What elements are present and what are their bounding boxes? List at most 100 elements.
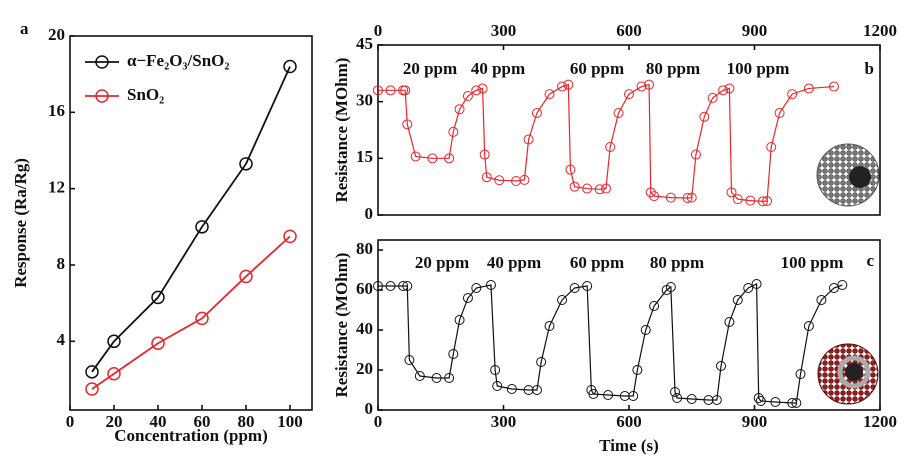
data-point [732, 295, 743, 305]
data-point [402, 119, 413, 130]
data-point [454, 315, 465, 325]
data-point [569, 181, 580, 192]
data-point [479, 149, 490, 160]
legend-marker [95, 89, 109, 103]
data-point [582, 183, 593, 194]
data-point [711, 395, 722, 405]
x-tick-label: 0 [374, 21, 383, 40]
data-point [726, 187, 737, 198]
data-point [462, 91, 473, 101]
data-point [531, 385, 542, 395]
y-tick-label: 15 [356, 147, 373, 166]
x-tick-label: 0 [66, 412, 75, 431]
data-point [644, 79, 655, 90]
data-point [563, 79, 574, 90]
data-point [427, 153, 438, 164]
x-tick-label: 0 [374, 412, 383, 431]
legend-label: α−Fe₂O₃/SnO₂ [127, 51, 229, 70]
y-tick-label: 4 [57, 330, 66, 349]
data-point [506, 384, 517, 394]
data-point [743, 283, 754, 293]
annotation: 40 ppm [487, 253, 541, 272]
data-point [686, 394, 697, 404]
data-point [588, 389, 599, 399]
data-point [624, 89, 634, 100]
data-point [640, 325, 651, 335]
data-point [431, 373, 442, 383]
y-tick-label: 30 [356, 91, 373, 110]
data-point [544, 89, 555, 100]
data-point [724, 317, 735, 327]
annotation: 100 ppm [781, 253, 844, 272]
data-point [444, 373, 455, 383]
data-point [107, 366, 121, 381]
x-tick-label: 900 [742, 412, 768, 431]
data-point [481, 172, 492, 183]
y-tick-label: 0 [365, 399, 374, 418]
data-point [519, 174, 530, 185]
series-line [378, 283, 843, 404]
annotation: 80 ppm [646, 59, 700, 78]
data-point [751, 279, 762, 289]
data-point [716, 361, 727, 371]
data-point [373, 85, 383, 96]
data-point [699, 111, 710, 122]
data-point [471, 283, 482, 293]
annotation: 40 ppm [471, 59, 525, 78]
data-point [718, 85, 729, 96]
data-point [85, 365, 99, 379]
x-tick-label: 300 [491, 21, 517, 40]
x-tick-label: 1200 [863, 21, 897, 40]
data-point [471, 85, 482, 96]
x-tick-label: 900 [742, 21, 768, 40]
data-point [672, 393, 683, 403]
data-point [85, 382, 99, 396]
data-point [582, 281, 593, 291]
data-point [492, 381, 503, 391]
data-point [645, 187, 656, 198]
data-point [402, 281, 413, 291]
y-tick-label: 20 [48, 25, 65, 44]
y-tick-label: 40 [356, 319, 373, 338]
y-axis-label: Response (Ra/Rg) [11, 158, 30, 288]
data-point [195, 311, 209, 326]
data-point [837, 280, 848, 290]
data-point [649, 301, 660, 311]
data-point [557, 81, 568, 92]
data-point [511, 176, 522, 186]
annotation: 60 ppm [570, 253, 624, 272]
data-point [757, 196, 768, 207]
data-point [632, 365, 643, 375]
data-point [195, 220, 209, 234]
annotation: 80 ppm [650, 253, 704, 272]
data-point [373, 281, 383, 291]
y-tick-label: 80 [356, 239, 373, 258]
data-point [448, 349, 459, 359]
data-point [600, 183, 611, 194]
data-point [703, 395, 714, 405]
data-point [791, 398, 802, 408]
data-point [151, 336, 165, 350]
data-point [665, 282, 676, 292]
data-point [766, 142, 777, 152]
data-point [385, 281, 396, 291]
data-point [665, 192, 676, 203]
data-point [670, 387, 681, 397]
y-axis-label: Resistance (MOhm) [332, 58, 351, 203]
data-point [828, 81, 839, 92]
x-tick-label: 600 [616, 21, 642, 40]
data-point [762, 196, 773, 207]
data-point [753, 393, 764, 403]
data-point [107, 334, 121, 349]
data-point [565, 164, 576, 175]
data-point [448, 126, 459, 137]
series-line [91, 235, 291, 390]
data-point [400, 85, 411, 96]
panel-letter: c [866, 251, 874, 270]
series-line [378, 83, 835, 203]
data-point [283, 59, 297, 74]
y-tick-label: 20 [356, 359, 373, 378]
legend-marker [95, 55, 109, 69]
